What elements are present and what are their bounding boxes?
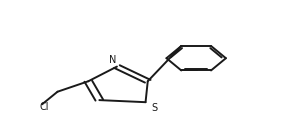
Text: N: N	[109, 55, 116, 65]
Text: Cl: Cl	[40, 102, 49, 112]
Text: S: S	[151, 103, 157, 113]
